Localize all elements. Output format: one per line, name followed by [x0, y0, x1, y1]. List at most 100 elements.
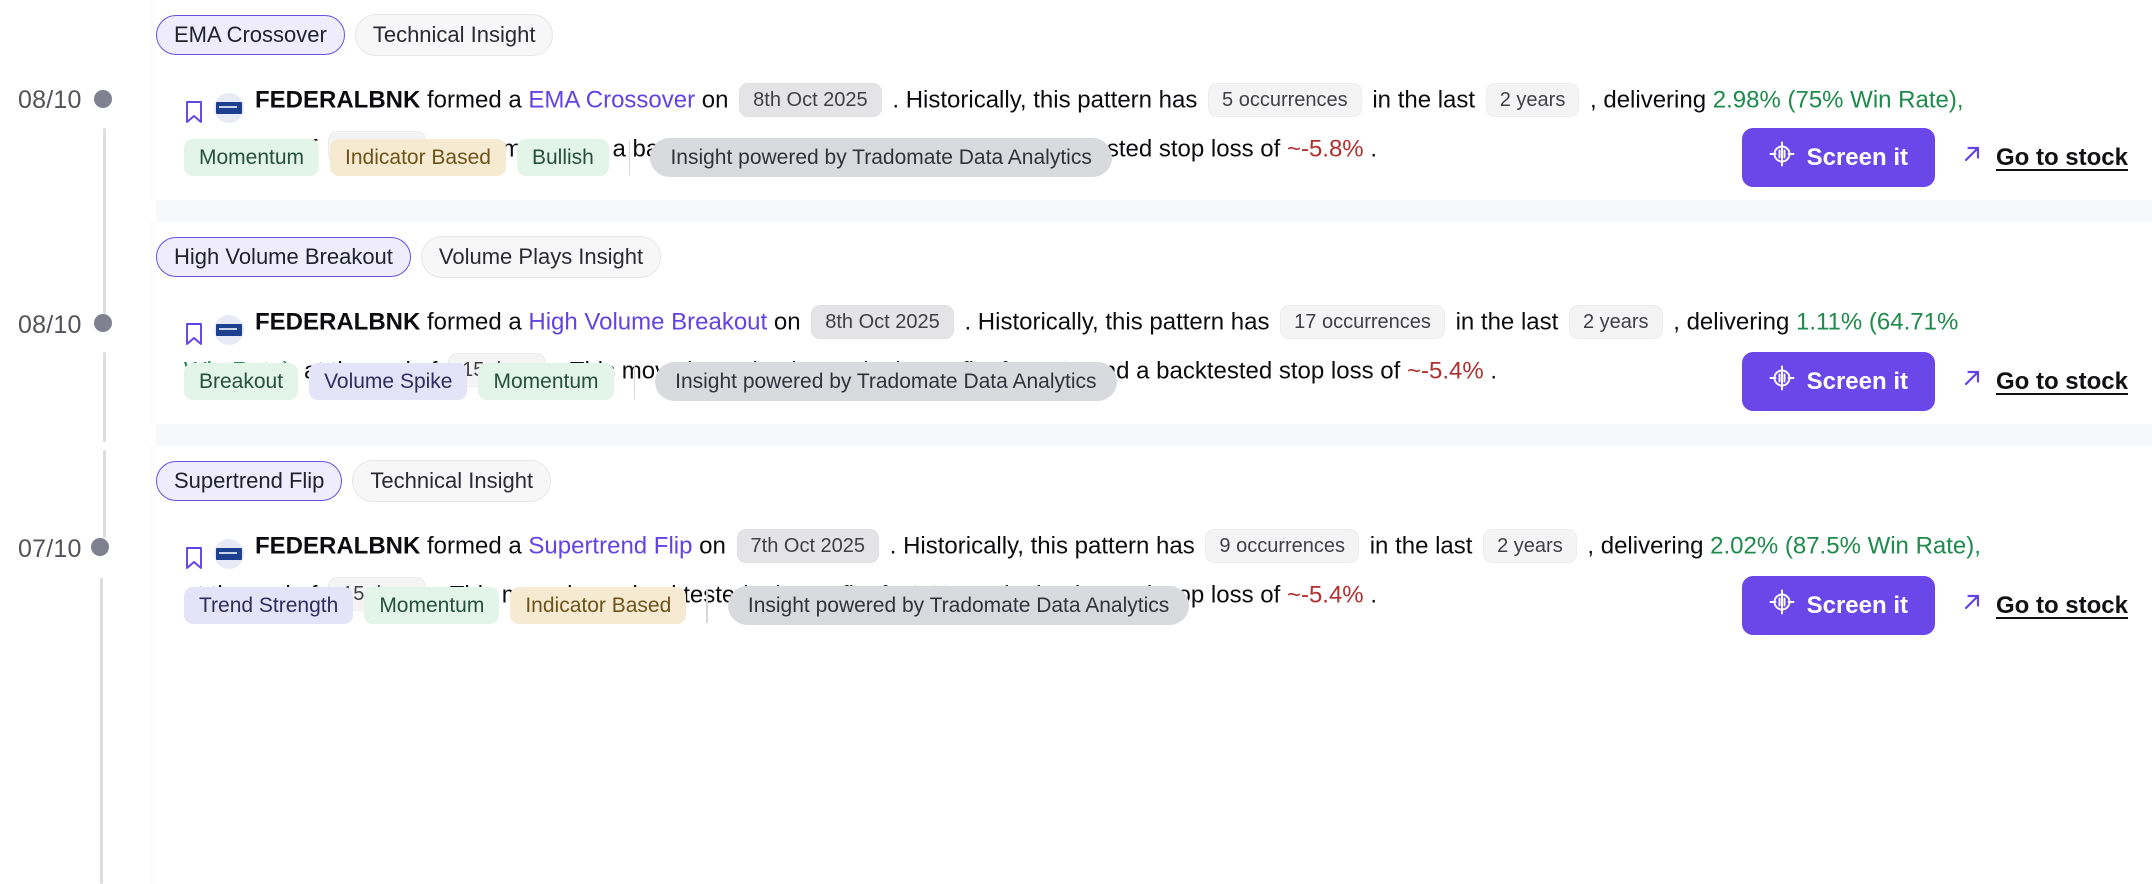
pattern-date-chip: 8th Oct 2025 [739, 82, 882, 117]
delivering-value: 2.02% [1710, 532, 1779, 560]
insight-card[interactable]: EMA Crossover Technical Insight FEDERALB… [156, 0, 2152, 200]
card-header-pills: Supertrend Flip Technical Insight [156, 460, 2152, 502]
screen-it-button[interactable]: Screen it [1741, 352, 1935, 411]
keyword-chip[interactable]: Trend Strength [184, 587, 354, 624]
text-historically: . Historically, this pattern has [892, 86, 1198, 114]
pattern-pill[interactable]: EMA Crossover [156, 15, 345, 55]
pattern-link[interactable]: Supertrend Flip [528, 532, 693, 560]
delivering-value: 1.11% [1795, 308, 1863, 336]
win-rate-value: (75% Win Rate), [1787, 86, 1964, 114]
card-actions: Screen it Go to stock [1741, 352, 2128, 411]
card-separator [156, 424, 2152, 446]
card-footer: Momentum Indicator Based Bullish Insight… [184, 128, 2128, 187]
bookmark-icon[interactable] [184, 315, 204, 345]
card-footer: Trend Strength Momentum Indicator Based … [184, 576, 2128, 635]
timeline-dot-0[interactable] [94, 90, 112, 108]
text-formed-a: formed a [427, 308, 522, 336]
powered-by-badge: Insight powered by Tradomate Data Analyt… [650, 138, 1112, 177]
screen-it-button[interactable]: Screen it [1741, 576, 1935, 635]
category-pill[interactable]: Technical Insight [352, 460, 552, 502]
card-left-edge-0 [150, 0, 158, 200]
lookback-chip: 2 years [1485, 82, 1580, 117]
go-to-stock-label: Go to stock [1995, 367, 2128, 395]
text-in-the-last: in the last [1369, 532, 1473, 560]
card-keywords: Momentum Indicator Based Bullish Insight… [184, 138, 1112, 177]
lookback-chip: 2 years [1568, 304, 1663, 339]
keyword-chip[interactable]: Volume Spike [309, 363, 468, 400]
ticker-symbol[interactable]: FEDERALBNK [255, 532, 421, 560]
keyword-chip[interactable]: Bullish [516, 139, 609, 176]
crosshair-target-icon [1769, 141, 1795, 174]
occurrences-chip: 17 occurrences [1280, 304, 1445, 339]
text-and-stop-loss: and a backtested stop loss of [1089, 357, 1401, 385]
federalbnk-logo-icon [214, 92, 244, 123]
timeline-dot-2[interactable] [91, 538, 109, 556]
timeline-date-2: 07/10 [18, 535, 82, 563]
bookmark-icon[interactable] [184, 93, 204, 123]
occurrences-chip: 9 occurrences [1205, 528, 1360, 563]
lookback-chip: 2 years [1483, 528, 1577, 563]
card-separator [156, 200, 2152, 222]
arrow-up-right-icon [1961, 143, 1983, 172]
card-left-edge-2 [150, 446, 158, 884]
category-pill[interactable]: Volume Plays Insight [420, 236, 662, 278]
stop-loss-value: ~-5.8% [1286, 135, 1364, 163]
text-in-the-last: in the last [1372, 86, 1476, 114]
screen-it-button[interactable]: Screen it [1741, 128, 1935, 187]
text-formed-a: formed a [427, 86, 522, 114]
keyword-chip[interactable]: Momentum [364, 587, 500, 624]
keyword-chip[interactable]: Momentum [478, 363, 614, 400]
win-rate-value: (87.5% Win Rate), [1784, 532, 1981, 560]
pattern-link[interactable]: High Volume Breakout [528, 308, 768, 336]
ticker-symbol[interactable]: FEDERALBNK [255, 308, 421, 336]
pattern-pill[interactable]: Supertrend Flip [156, 461, 343, 501]
text-on: on [773, 308, 801, 336]
timeline-connector-0 [103, 128, 106, 314]
text-formed-a: formed a [427, 532, 522, 560]
pattern-link[interactable]: EMA Crossover [528, 86, 696, 114]
card-header-pills: EMA Crossover Technical Insight [156, 14, 2152, 56]
card-actions: Screen it Go to stock [1741, 576, 2128, 635]
text-period: . [1370, 135, 1377, 163]
pattern-date-chip: 7th Oct 2025 [736, 528, 880, 563]
go-to-stock-label: Go to stock [1995, 591, 2128, 619]
arrow-up-right-icon [1961, 367, 1983, 396]
timeline-rail: 08/10 08/10 07/10 [0, 0, 150, 884]
text-delivering: , delivering [1587, 532, 1704, 560]
powered-by-badge: Insight powered by Tradomate Data Analyt… [727, 586, 1190, 625]
pattern-pill[interactable]: High Volume Breakout [156, 237, 411, 277]
keyword-chip[interactable]: Indicator Based [510, 587, 687, 624]
card-keywords: Trend Strength Momentum Indicator Based … [184, 586, 1190, 625]
screen-it-label: Screen it [1806, 367, 1908, 395]
text-period: . [1370, 581, 1377, 609]
timeline-date-0: 08/10 [18, 86, 82, 114]
delivering-value: 2.98% [1712, 86, 1781, 114]
category-pill[interactable]: Technical Insight [354, 14, 554, 56]
screen-it-label: Screen it [1806, 591, 1908, 619]
ticker-symbol[interactable]: FEDERALBNK [255, 86, 421, 114]
go-to-stock-link[interactable]: Go to stock [1961, 367, 2128, 396]
bookmark-icon[interactable] [184, 539, 204, 569]
keyword-chip[interactable]: Momentum [184, 139, 320, 176]
keyword-divider [628, 140, 631, 175]
keyword-chip[interactable]: Indicator Based [330, 139, 506, 176]
card-header-pills: High Volume Breakout Volume Plays Insigh… [156, 236, 2152, 278]
federalbnk-logo-icon [214, 538, 244, 569]
go-to-stock-link[interactable]: Go to stock [1961, 143, 2128, 172]
federalbnk-logo-icon [214, 314, 244, 345]
text-on: on [701, 86, 729, 114]
insight-card[interactable]: High Volume Breakout Volume Plays Insigh… [156, 222, 2152, 424]
keyword-chip[interactable]: Breakout [184, 363, 299, 400]
stop-loss-value: ~-5.4% [1286, 581, 1364, 609]
crosshair-target-icon [1769, 365, 1795, 398]
keyword-divider [633, 364, 636, 399]
insight-card[interactable]: Supertrend Flip Technical Insight FEDERA… [156, 446, 2152, 884]
card-left-edge-1 [150, 222, 158, 424]
crosshair-target-icon [1769, 589, 1795, 622]
timeline-dot-1[interactable] [94, 314, 112, 332]
stop-loss-value: ~-5.4% [1406, 357, 1484, 385]
timeline-connector-2 [103, 450, 106, 538]
go-to-stock-link[interactable]: Go to stock [1961, 591, 2128, 620]
go-to-stock-label: Go to stock [1995, 143, 2128, 171]
screen-it-label: Screen it [1806, 143, 1908, 171]
